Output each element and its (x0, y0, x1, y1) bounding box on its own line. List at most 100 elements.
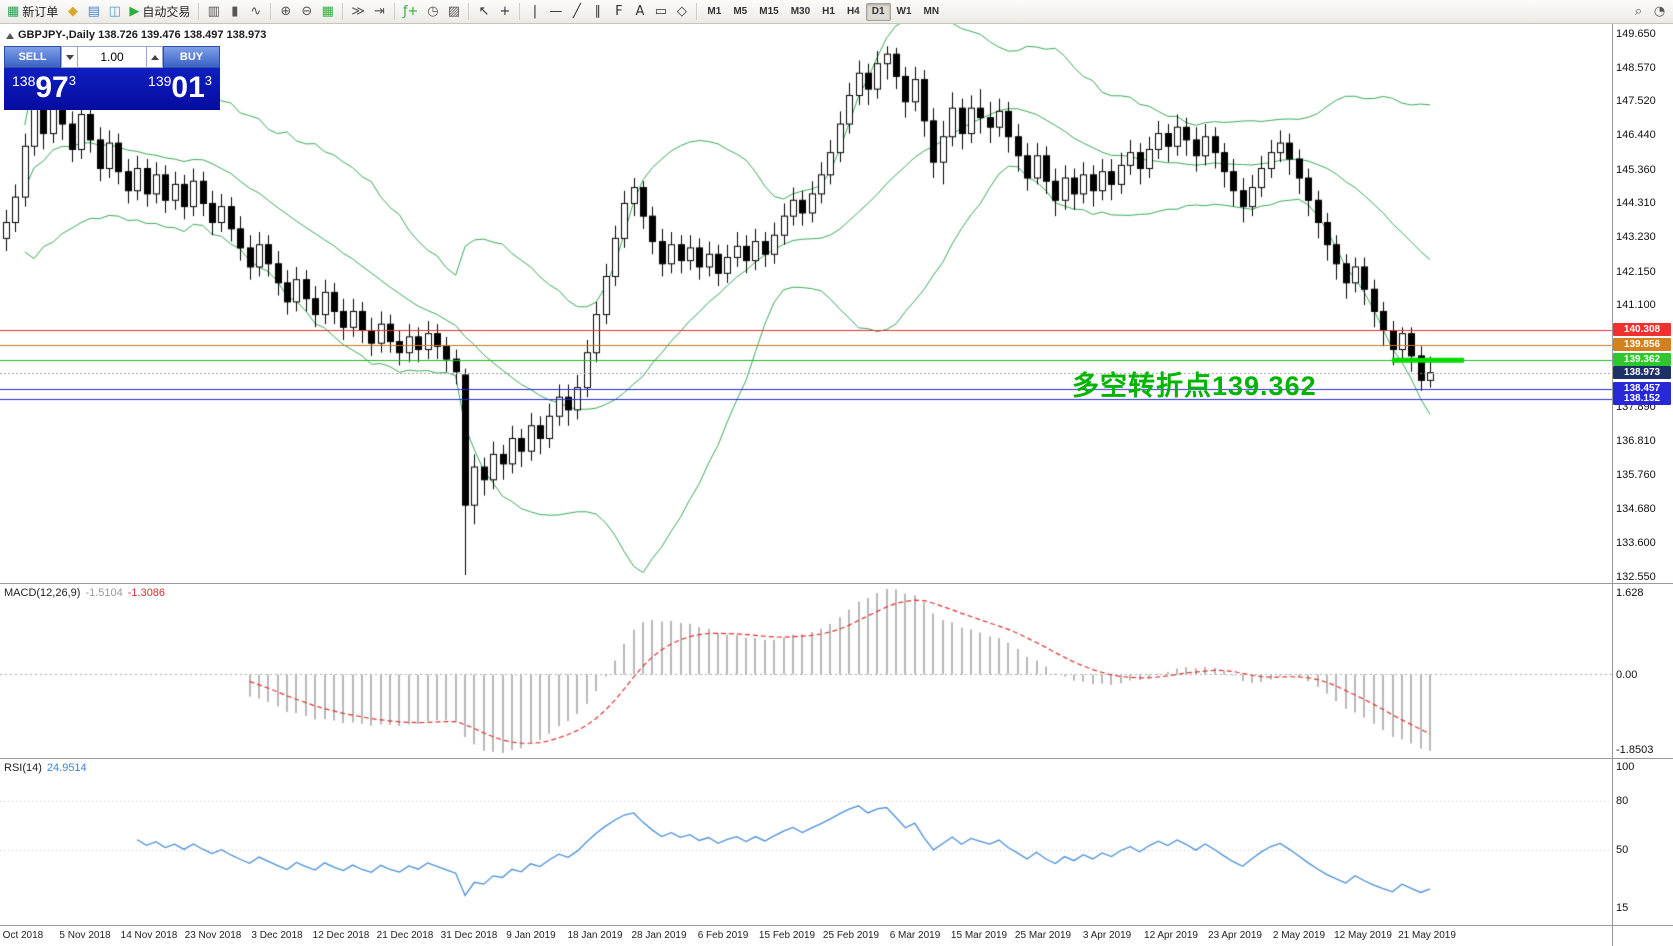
bid-price-sup: 3 (68, 73, 76, 88)
arrows-button[interactable]: ◇ (671, 2, 692, 22)
volume-input[interactable] (78, 46, 146, 68)
date-label: 31 Dec 2018 (440, 930, 498, 941)
crosshair-button[interactable]: + (494, 2, 515, 22)
tile-windows-button[interactable]: ▦ (317, 2, 338, 22)
price-axis[interactable]: 149.650 148.570 147.520 146.440 145.360 144.3… (1613, 24, 1673, 946)
candlestick-chart-button[interactable]: ▮ (224, 2, 245, 22)
periods-button[interactable]: ◷ (422, 2, 443, 22)
price-axis-label: 135.760 (1616, 468, 1656, 481)
profiles-button[interactable]: ▤ (83, 2, 104, 22)
bar-chart-button[interactable]: ▥ (203, 2, 224, 22)
text-icon: A (635, 4, 645, 19)
timeframe-m1-button[interactable]: M1 (707, 6, 722, 17)
timeframe-d1-button[interactable]: D1 (865, 2, 891, 21)
text-button[interactable]: A (629, 2, 650, 22)
toolbar-separator (696, 3, 698, 20)
new-chart-icon: ◆ (67, 4, 78, 19)
pane-separator[interactable] (0, 925, 1673, 926)
date-label: 15 Feb 2019 (758, 930, 816, 941)
horizontal-line-icon: — (549, 4, 563, 19)
community-button[interactable]: ◔ (1649, 2, 1670, 22)
trade-panel-controls: SELL BUY (4, 46, 220, 68)
autotrading-icon: ▶ (129, 4, 140, 19)
chart-annotation[interactable]: 多空转折点139.362 (1072, 371, 1317, 401)
chart-shift-button[interactable]: ⇥ (369, 2, 390, 22)
volume-down-button[interactable] (61, 46, 78, 68)
macd-indicator-label: MACD(12,26,9) -1.5104 -1.3086 (4, 587, 170, 599)
timeframe-w1-button[interactable]: W1 (896, 6, 912, 17)
autotrading-button[interactable]: ▶ 自动交易 (125, 2, 194, 22)
price-tag[interactable]: 138.152 (1613, 391, 1671, 405)
vertical-line-button[interactable]: | (524, 2, 545, 22)
price-axis-label: 136.810 (1616, 435, 1656, 448)
cursor-icon: ↖ (478, 4, 490, 19)
zoom-in-button[interactable]: ⊕ (275, 2, 296, 22)
cursor-button[interactable]: ↖ (473, 2, 494, 22)
zoom-in-icon: ⊕ (280, 4, 292, 19)
zoom-out-button[interactable]: ⊖ (296, 2, 317, 22)
buy-button[interactable]: BUY (163, 46, 220, 68)
price-tag[interactable]: 138.973 (1613, 365, 1671, 379)
collapse-trade-panel-icon[interactable] (6, 33, 14, 39)
macd-axis-label: -1.8503 (1616, 744, 1654, 756)
volume-up-button[interactable] (146, 46, 163, 68)
trendline-icon: ╱ (573, 4, 581, 19)
crosshair-icon: + (499, 4, 511, 19)
price-axis-label: 147.520 (1616, 95, 1656, 108)
toolbar-separator (519, 3, 521, 20)
horizontal-line-button[interactable]: — (545, 2, 566, 22)
text-label-button[interactable]: ▭ (650, 2, 671, 22)
fibonacci-button[interactable]: F (608, 2, 629, 22)
date-label: 12 May 2019 (1334, 930, 1392, 941)
timeframe-m30-button[interactable]: M30 (790, 6, 811, 17)
date-label: 6 Feb 2019 (697, 930, 749, 941)
timeframe-h1-button[interactable]: H1 (822, 6, 835, 17)
toolbar-group: ƒ+ ◷ ▨ (399, 0, 464, 23)
sell-button[interactable]: SELL (4, 46, 61, 68)
pane-separator[interactable] (0, 583, 1673, 584)
new-chart-button[interactable]: ◆ (62, 2, 83, 22)
templates-button[interactable]: ▨ (443, 2, 464, 22)
date-label: 15 Mar 2019 (950, 930, 1008, 941)
rsi-indicator-label: RSI(14) 24.9514 (4, 762, 92, 774)
timeframe-mn-button[interactable]: MN (923, 6, 940, 17)
price-tag[interactable]: 140.308 (1613, 323, 1671, 337)
toolbar-separator (198, 3, 200, 20)
date-label: 6 Mar 2019 (889, 930, 941, 941)
auto-scroll-icon: ≫ (351, 4, 365, 19)
price-axis-label: 142.150 (1616, 265, 1656, 278)
date-label: 2 May 2019 (1272, 930, 1326, 941)
timeframe-m5-button[interactable]: M5 (733, 6, 748, 17)
date-label: 28 Jan 2019 (631, 930, 687, 941)
symbol-ohlc-header: GBPJPY-,Daily 138.726 139.476 138.497 13… (18, 29, 267, 41)
search-button[interactable]: ⌕ (1628, 2, 1649, 22)
pane-separator[interactable] (0, 758, 1673, 759)
search-icon: ⌕ (1634, 4, 1643, 19)
price-tag[interactable]: 139.362 (1613, 353, 1671, 367)
text-label-icon: ▭ (654, 4, 668, 19)
date-label: 12 Dec 2018 (312, 930, 370, 941)
date-axis[interactable]: 26 Oct 2018 5 Nov 2018 14 Nov 2018 23 Nov 2… (0, 926, 1612, 946)
date-label: 3 Apr 2019 (1082, 930, 1132, 941)
date-label: 9 Jan 2019 (506, 930, 556, 941)
new-order-button[interactable]: ▦ 新订单 (3, 2, 62, 22)
timeframe-h4-button[interactable]: H4 (846, 6, 860, 17)
trendline-button[interactable]: ╱ (566, 2, 587, 22)
price-axis-label: 133.600 (1616, 537, 1656, 550)
data-window-button[interactable]: ◫ (104, 2, 125, 22)
line-chart-button[interactable]: ∿ (245, 2, 266, 22)
ask-price-small: 139 (148, 73, 172, 89)
auto-scroll-button[interactable]: ≫ (347, 2, 369, 22)
equidistant-channel-button[interactable]: ∥ (587, 2, 608, 22)
price-tag[interactable]: 139.856 (1613, 337, 1671, 351)
ask-price-sup: 3 (204, 73, 212, 88)
autotrading-label: 自动交易 (142, 5, 191, 19)
date-label: 21 Dec 2018 (376, 930, 434, 941)
timeframe-m15-button[interactable]: M15 (759, 6, 779, 17)
bid-price[interactable]: 138 97 3 (12, 70, 76, 106)
indicators-button[interactable]: ƒ+ (399, 2, 422, 22)
ask-price[interactable]: 139 01 3 (148, 70, 212, 106)
